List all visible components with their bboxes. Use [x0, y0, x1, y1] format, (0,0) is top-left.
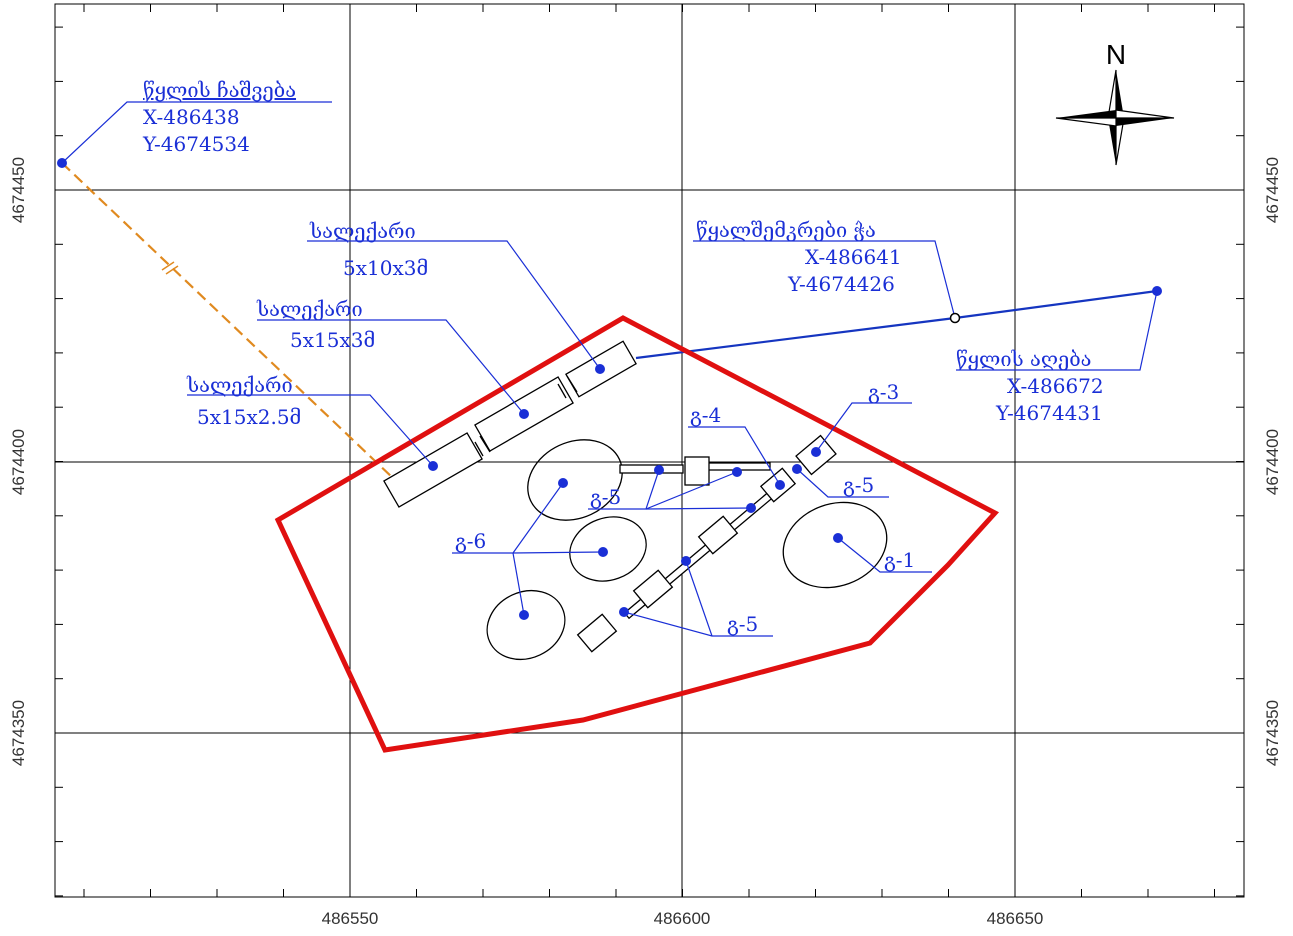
label-g5-bottom: გ-5: [727, 612, 758, 636]
label-collector-well-x: X-486641: [805, 245, 902, 269]
y-tick-label-left-4674450: 4674450: [9, 157, 28, 223]
label-collector-well-y: Y-4674426: [787, 272, 895, 296]
label-water-intake-title: წყლის აღება: [956, 347, 1091, 371]
pits: [486, 439, 888, 661]
central-structure: [684, 456, 710, 486]
label-settler-1-title: სალექარი: [309, 219, 416, 243]
north-label: N: [1106, 39, 1126, 70]
label-collector-well-title: წყალშემკრები ჭა: [696, 218, 876, 242]
y-tick-label-right-4674450: 4674450: [1263, 157, 1282, 223]
y-tick-label-left-4674400: 4674400: [9, 429, 28, 495]
discharge-point: [57, 158, 67, 168]
label-water-discharge-y: Y-4674534: [142, 132, 250, 156]
intake-point: [1152, 286, 1162, 296]
annotations: წყლის ჩაშვება X-486438 Y-4674534 სალექარ…: [142, 78, 1104, 636]
discharge-pipe: [61, 162, 396, 481]
label-settler-2-title: სალექარი: [256, 297, 363, 321]
label-water-discharge-x: X-486438: [143, 105, 240, 129]
label-settler-2-dims: 5x15x3მ: [290, 328, 375, 352]
pit-g6-middle: [569, 516, 647, 582]
label-g5-center: გ-5: [590, 485, 621, 509]
label-settler-1-dims: 5x10x3მ: [343, 256, 428, 280]
pit-g1: [782, 501, 888, 589]
pit-g6-lower: [486, 589, 566, 661]
label-g1: გ-1: [884, 548, 915, 572]
pit-g6-upper: [527, 439, 623, 521]
map-frame: [54, 3, 1245, 898]
label-settler-3-dims: 5x15x2.5მ: [197, 405, 301, 429]
y-tick-label-left-4674350: 4674350: [9, 700, 28, 766]
label-g5-right: გ-5: [843, 473, 874, 497]
y-tick-label-right-4674350: 4674350: [1263, 700, 1282, 766]
coordinate-grid: [55, 4, 1244, 897]
label-g4: გ-4: [690, 403, 721, 427]
label-water-intake-x: X-486672: [1007, 374, 1104, 398]
label-g6: გ-6: [455, 529, 486, 553]
label-settler-3-title: სალექარი: [186, 373, 293, 397]
north-arrow-icon: [1055, 69, 1175, 166]
x-tick-label-486600: 486600: [654, 909, 711, 928]
label-water-intake-y: Y-4674431: [995, 401, 1103, 425]
label-water-discharge-title: წყლის ჩაშვება: [143, 78, 296, 102]
site-boundary: [274, 315, 1000, 753]
x-tick-label-486550: 486550: [322, 909, 379, 928]
y-tick-label-right-4674400: 4674400: [1263, 429, 1282, 495]
leader-lines: [61, 101, 1158, 637]
label-g3: გ-3: [868, 380, 899, 404]
collector-well-marker: [949, 312, 961, 324]
point-markers: [57, 158, 1162, 620]
x-tick-label-486650: 486650: [987, 909, 1044, 928]
